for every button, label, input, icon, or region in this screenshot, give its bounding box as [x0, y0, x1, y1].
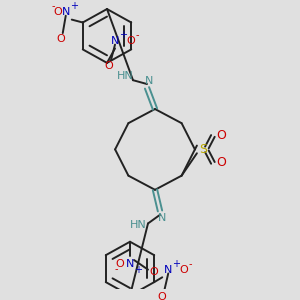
Text: O: O	[127, 36, 135, 46]
Text: O: O	[53, 7, 62, 17]
Text: O: O	[116, 259, 124, 269]
Text: O: O	[105, 61, 113, 71]
Text: N: N	[145, 76, 153, 86]
Text: -: -	[52, 1, 56, 11]
Text: O: O	[180, 265, 189, 275]
Text: O: O	[150, 266, 158, 277]
Text: O: O	[56, 34, 65, 44]
Text: O: O	[158, 292, 167, 300]
Text: S: S	[199, 143, 207, 156]
Text: O: O	[216, 156, 226, 170]
Text: N: N	[126, 259, 134, 269]
Text: O: O	[216, 130, 226, 142]
Text: N: N	[111, 36, 119, 46]
Text: -: -	[114, 264, 118, 274]
Text: +: +	[119, 30, 127, 40]
Text: -: -	[135, 30, 139, 40]
Text: HN: HN	[130, 220, 146, 230]
Text: +: +	[134, 265, 142, 275]
Text: +: +	[172, 259, 180, 269]
Text: -: -	[188, 259, 192, 269]
Text: N: N	[61, 7, 70, 17]
Text: N: N	[164, 265, 172, 275]
Text: HN: HN	[117, 71, 134, 81]
Text: +: +	[70, 1, 78, 11]
Text: N: N	[158, 213, 166, 223]
